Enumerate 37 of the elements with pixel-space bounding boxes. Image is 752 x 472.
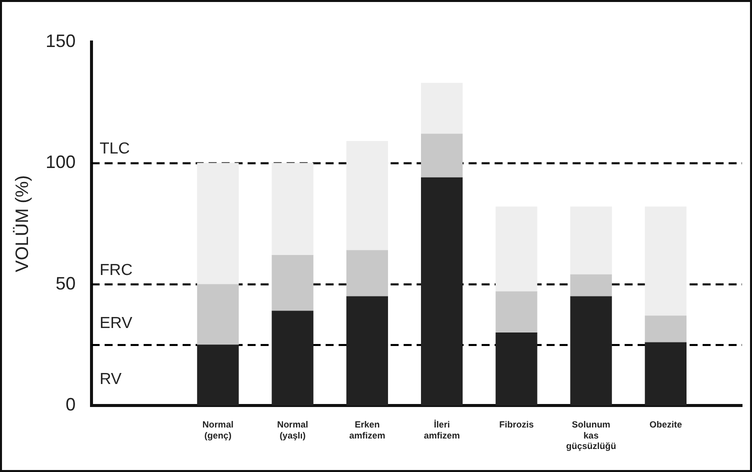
ref-line-label: FRC bbox=[100, 262, 133, 279]
bar bbox=[644, 316, 687, 343]
y-tick-label: 0 bbox=[66, 394, 76, 415]
bar bbox=[570, 296, 612, 406]
bar bbox=[570, 206, 612, 276]
text: RV bbox=[100, 371, 122, 388]
bar bbox=[496, 332, 538, 406]
y-tick-label: 100 bbox=[46, 152, 76, 172]
bar bbox=[420, 82, 463, 134]
bar bbox=[272, 162, 314, 256]
x-tick-label: Normal (yaşlı) bbox=[277, 419, 308, 440]
bar bbox=[644, 342, 687, 406]
x-tick-label: Normal (genç) bbox=[202, 419, 234, 440]
bar bbox=[346, 250, 388, 297]
x-tick-label: Obezite bbox=[649, 419, 682, 430]
bar bbox=[346, 141, 388, 251]
x-tick-label: Fibrozis bbox=[499, 419, 534, 430]
y-axis-title: VOLÜM (%) bbox=[12, 175, 32, 272]
bar bbox=[346, 296, 388, 406]
x-tick-label: Erken amfizem bbox=[349, 419, 386, 440]
x-tick-label: Solunum kas güçsüzlüğü bbox=[566, 419, 616, 452]
bar bbox=[496, 291, 538, 334]
bar bbox=[644, 206, 687, 316]
x-tick-label: İleri amfizem bbox=[424, 419, 460, 440]
bar bbox=[272, 254, 314, 312]
bar bbox=[197, 162, 239, 285]
bar bbox=[272, 310, 314, 406]
y-tick-label: 150 bbox=[46, 30, 76, 51]
bar bbox=[570, 274, 612, 297]
y-tick-label: 50 bbox=[56, 273, 76, 294]
bar bbox=[197, 344, 239, 406]
ref-line-label: TLC bbox=[100, 140, 130, 158]
text: ERV bbox=[100, 315, 133, 332]
bar bbox=[496, 206, 538, 292]
bar bbox=[420, 134, 463, 178]
bar bbox=[197, 284, 239, 346]
bar bbox=[420, 177, 463, 406]
